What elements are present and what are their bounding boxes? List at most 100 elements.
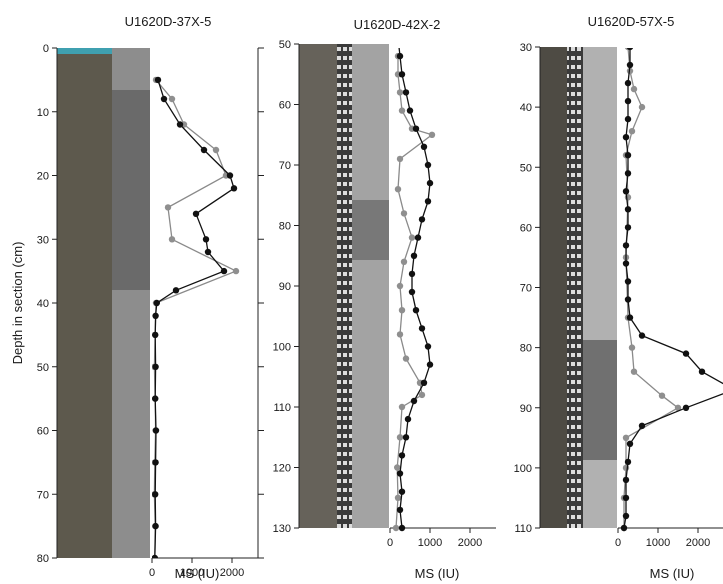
series-1-point: [152, 363, 159, 370]
y-tick-label: 110: [273, 402, 291, 414]
core-photo-3: [540, 47, 617, 528]
series-1-point: [153, 299, 160, 307]
y-tick-label: 40: [37, 298, 49, 310]
panel-3: U1620D-57X-5 30 40 50 60 70 80 90 100 110 0 1000 2…: [514, 14, 723, 549]
series-2-line: [153, 79, 238, 558]
y-tick-label: 100: [514, 463, 532, 475]
series-1-point: [398, 488, 406, 495]
x-tick-label: 2000: [458, 537, 482, 549]
series-1-point: [406, 107, 414, 114]
series-1-point: [682, 404, 690, 411]
series-2-point: [658, 392, 666, 399]
series-1-point: [176, 121, 184, 128]
y-tick-label: 50: [279, 39, 291, 51]
series-1-point: [624, 206, 632, 213]
series-1-point: [410, 397, 418, 405]
series-2-point: [626, 67, 634, 75]
series-2-point: [628, 128, 636, 135]
series-2-point: [630, 85, 638, 93]
series-2-point: [164, 204, 172, 211]
series-1-point: [408, 270, 416, 278]
core-photo-3-xray-dark: [583, 340, 617, 460]
series-2-point: [398, 307, 406, 314]
core-photo-2: [299, 44, 389, 528]
y-tick-label: 60: [37, 426, 49, 438]
x-tick-label: 0: [387, 537, 393, 549]
y-tick-label: 70: [520, 283, 532, 295]
series-2-point: [402, 355, 410, 362]
core-photo-2-scale-bar: [337, 44, 352, 528]
series-1-point: [624, 115, 632, 123]
x-tick-label: 1000: [418, 537, 442, 549]
series-1-point: [624, 224, 632, 231]
series-2-point: [396, 89, 404, 96]
series-2-point: [428, 131, 436, 138]
series-1-point: [396, 470, 404, 477]
y-tick-label: 50: [520, 162, 532, 174]
panel-1: U1620D-37X-5 0 10 20 30 40 50 60 70 80 0 1000 2000: [37, 14, 264, 579]
series-2-point: [168, 236, 176, 243]
x-tick-label: 0: [615, 537, 621, 549]
series-1-point: [398, 71, 406, 78]
x-tick-label: 2000: [220, 567, 244, 579]
series-2-point: [398, 403, 406, 411]
series-1-point: [420, 143, 428, 150]
series-1-point: [226, 172, 234, 179]
series-2-point: [396, 434, 404, 441]
series-1-point: [402, 89, 410, 96]
y-tick-label: 120: [273, 463, 291, 475]
y-tick-label: 90: [520, 403, 532, 415]
series-1-point: [624, 458, 632, 466]
x-axis-label-panel-3: MS (IU): [650, 566, 695, 581]
series-2-point: [674, 404, 682, 411]
series-1-point: [426, 179, 434, 187]
series-1-point: [408, 288, 416, 296]
series-2-line: [623, 48, 680, 528]
series-2-point: [400, 210, 408, 217]
series-2-point: [628, 344, 636, 351]
series-1-point: [398, 452, 406, 459]
x-tick-label: 2000: [686, 537, 710, 549]
series-1-point: [624, 79, 632, 87]
x-tick-label: 1000: [646, 537, 670, 549]
series-1-point: [626, 61, 634, 69]
series-1-point: [402, 434, 410, 441]
series-2-line: [395, 56, 434, 529]
series-1-point: [622, 260, 630, 267]
series-1-point: [220, 267, 228, 275]
y-tick-label: 100: [273, 342, 291, 354]
series-1-point: [172, 287, 180, 294]
series-1-point: [160, 95, 168, 103]
series-2-point: [400, 258, 408, 265]
core-photo-2-xray: [352, 44, 389, 528]
y-axis-label: Depth in section (cm): [10, 242, 25, 365]
series-2-point: [392, 524, 400, 532]
core-photo-1-xray-dark: [112, 90, 150, 290]
y-tick-label: 70: [37, 489, 49, 501]
series-1-point: [622, 512, 630, 520]
series-1-point: [622, 134, 630, 141]
series-1-point: [418, 325, 426, 332]
series-1-point: [152, 395, 159, 402]
y-tick-label: 40: [520, 102, 532, 114]
series-1-point: [152, 331, 159, 339]
series-2-point: [396, 282, 404, 290]
series-1-point: [152, 312, 159, 319]
series-1-line: [398, 48, 431, 529]
series-1-point: [152, 459, 159, 466]
series-1-point: [424, 343, 432, 350]
series-1-point: [404, 415, 412, 423]
y-tick-label: 110: [514, 523, 532, 535]
core-photo-3-color: [540, 47, 567, 528]
series-1-point: [638, 422, 646, 429]
series-1-point: [698, 368, 706, 375]
series-1-point: [412, 307, 420, 314]
core-photo-2-xray-dark: [352, 200, 389, 260]
y-tick-label: 90: [279, 281, 291, 293]
series-1-point: [396, 506, 404, 514]
series-1-point: [626, 440, 634, 447]
series-1-point: [396, 52, 404, 60]
core-photo-1: [57, 48, 150, 558]
series-1-point: [414, 234, 422, 241]
y-tick-label: 80: [37, 553, 49, 565]
